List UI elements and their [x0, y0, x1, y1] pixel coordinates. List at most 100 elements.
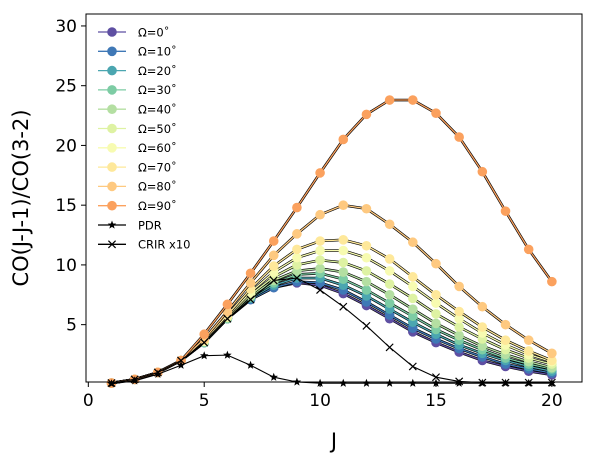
legend-item-2: Ω=20˚	[98, 63, 177, 78]
series-11-point-12	[385, 343, 394, 352]
series-11-point-11	[362, 321, 371, 330]
y-tick-label-2: 15	[55, 196, 77, 216]
series-8-point-6	[245, 278, 256, 288]
series-9-point-6	[245, 268, 256, 279]
series-5-point-14	[431, 309, 441, 319]
series-11-point-0	[107, 379, 116, 388]
series-8-point-15	[454, 281, 464, 292]
legend-marker-7	[107, 162, 117, 172]
legend-marker-8	[107, 181, 117, 192]
series-11-point-4	[200, 338, 209, 347]
legend-marker-3	[107, 85, 117, 95]
ticks-layer: 0 5 10 15 20 5 10 15 20 25 30	[55, 17, 562, 411]
legend-marker-11	[107, 240, 117, 249]
series-11-point-3	[177, 356, 186, 365]
y-tick-label-1: 10	[55, 256, 77, 276]
series-11-point-14	[431, 373, 441, 382]
series-6-point-13	[408, 281, 418, 292]
legend-label-11: CRIR x10	[138, 238, 191, 252]
legend-label-0: Ω=0˚	[138, 24, 170, 39]
legend-item-1: Ω=10˚	[98, 44, 177, 59]
series-11-point-6	[246, 295, 255, 304]
series-7-point-8	[292, 244, 302, 255]
legend-marker-0	[107, 27, 117, 37]
series-7-point-10	[338, 235, 349, 245]
legend-label-2: Ω=20˚	[138, 63, 177, 78]
series-10-point-4	[199, 351, 209, 360]
legend-label-7: Ω=70˚	[138, 159, 177, 174]
series-8-point-8	[292, 229, 302, 239]
legend-item-10: PDR	[98, 218, 162, 232]
series-11-point-9	[316, 285, 325, 295]
series-8-point-13	[408, 237, 418, 248]
series-4-point-12	[384, 289, 395, 300]
series-8-point-11	[361, 203, 372, 214]
series-8-point-18	[523, 335, 534, 345]
series-7-point-13	[408, 272, 418, 282]
legend-marker-5	[107, 123, 117, 134]
legend-marker-4	[107, 104, 117, 114]
series-10-point-6	[246, 360, 255, 369]
series-6-point-9	[315, 245, 325, 256]
series-7-point-7	[268, 261, 279, 271]
series-9-point-18	[523, 244, 534, 255]
series-9-point-7	[268, 236, 279, 246]
series-5-point-12	[384, 279, 395, 289]
series-4-point-14	[431, 318, 441, 329]
series-7-point-18	[523, 346, 534, 356]
series-10-point-12	[385, 378, 394, 387]
series-8-point-19	[547, 348, 557, 359]
legend-item-11: CRIR x10	[98, 238, 191, 252]
x-tick-label-0: 0	[83, 391, 94, 411]
legend-marker-10	[107, 220, 117, 229]
legend-item-5: Ω=50˚	[98, 121, 177, 136]
series-5-point-15	[454, 322, 464, 332]
series-10-point-13	[408, 378, 418, 387]
series-8-point-16	[477, 301, 488, 312]
legend-item-0: Ω=0˚	[98, 24, 170, 39]
series-9	[106, 95, 557, 388]
series-9-point-12	[384, 95, 395, 105]
series-10-point-15	[454, 378, 464, 387]
series-6-point-12	[384, 266, 395, 276]
legend-item-6: Ω=60˚	[98, 140, 177, 155]
series-4-point-15	[454, 330, 464, 341]
series-6-point-14	[431, 298, 441, 308]
series-7-point-17	[500, 335, 511, 345]
series-9-point-14	[431, 108, 441, 118]
series-3-point-12	[384, 298, 395, 308]
series-7-point-16	[477, 322, 488, 332]
series-8-point-10	[338, 200, 349, 210]
legend-label-4: Ω=40˚	[138, 102, 177, 117]
series-0	[106, 278, 557, 388]
x-tick-label-4: 20	[541, 391, 563, 411]
y-tick-label-3: 20	[55, 136, 77, 156]
series-11-point-15	[455, 377, 464, 386]
x-tick-label-2: 10	[309, 391, 331, 411]
x-tick-label-1: 5	[199, 391, 210, 411]
series-4-point-10	[338, 267, 349, 277]
legend: Ω=0˚ Ω=10˚ Ω=20˚ Ω=30˚ Ω=40˚ Ω=50˚ Ω=60˚ Ω=70˚ Ω…	[98, 24, 191, 252]
legend-label-6: Ω=60˚	[138, 140, 177, 155]
series-4-point-11	[361, 276, 372, 287]
legend-item-7: Ω=70˚	[98, 159, 177, 174]
x-tick-label-3: 15	[425, 391, 447, 411]
legend-item-8: Ω=80˚	[98, 179, 177, 194]
series-9-point-17	[500, 206, 511, 216]
series-9-line	[111, 99, 553, 384]
series-11-point-7	[269, 276, 278, 285]
x-axis-label: J	[329, 429, 337, 453]
legend-marker-1	[107, 46, 117, 57]
series-4-point-13	[408, 304, 418, 314]
series-11-point-2	[153, 368, 162, 377]
series-10-point-7	[269, 372, 279, 381]
series-8-point-9	[315, 209, 325, 220]
legend-item-9: Ω=90˚	[98, 198, 177, 213]
series-9-point-9	[315, 168, 325, 178]
series-9-point-10	[338, 134, 349, 145]
series-7-point-14	[431, 289, 441, 300]
legend-item-4: Ω=40˚	[98, 102, 177, 117]
series-3-point-11	[361, 285, 372, 295]
series-5-point-13	[408, 293, 418, 304]
